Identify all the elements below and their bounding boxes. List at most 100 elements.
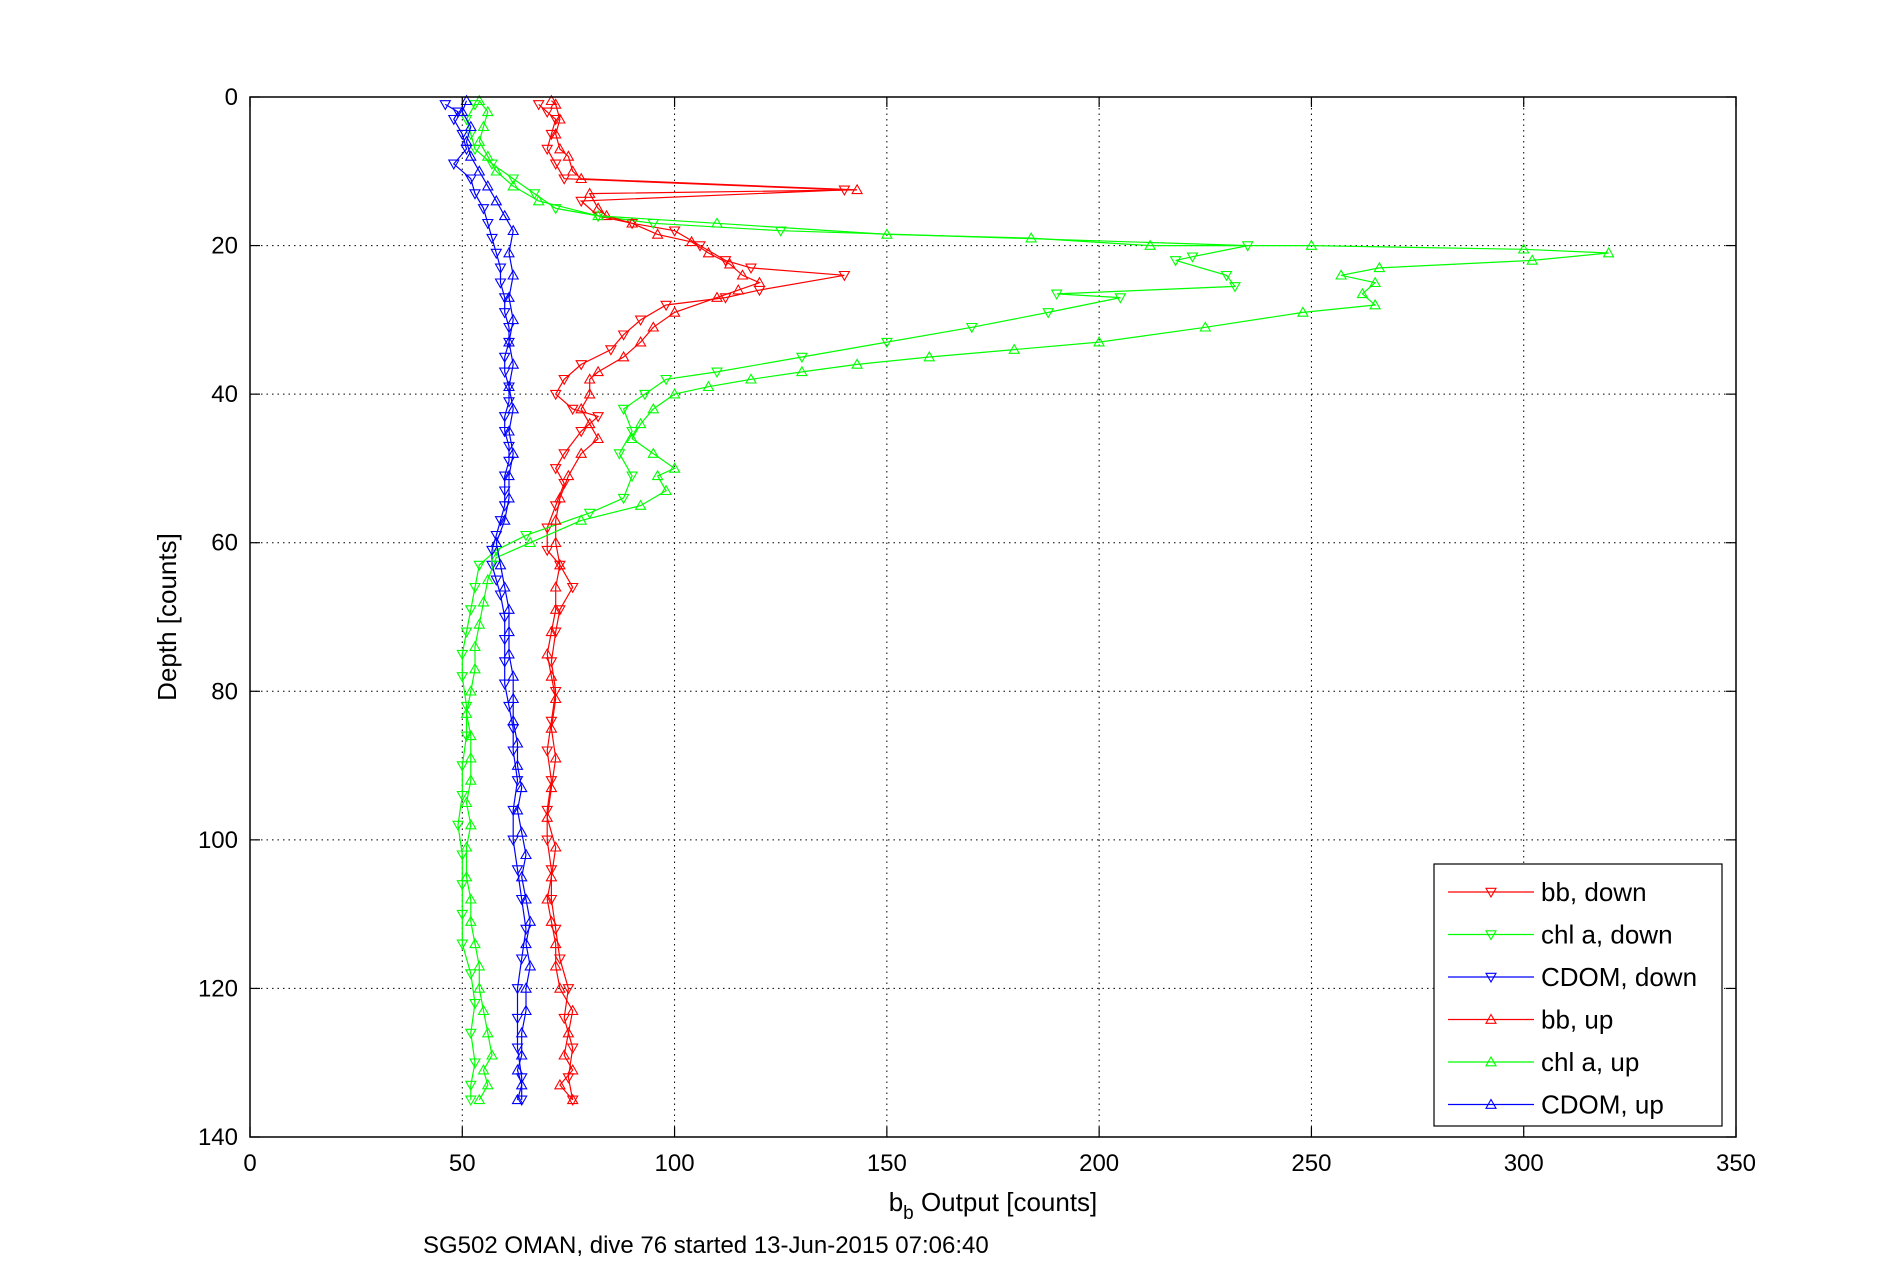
data-point — [583, 373, 596, 384]
data-point — [566, 1063, 579, 1075]
data-point — [541, 811, 554, 822]
data-point — [507, 670, 520, 681]
data-point — [558, 449, 571, 460]
data-point — [851, 183, 864, 195]
data-point — [460, 841, 473, 852]
x-tick-label: 250 — [1291, 1150, 1331, 1177]
y-axis-label: Depth [counts] — [152, 533, 182, 701]
data-point — [464, 774, 477, 785]
data-point — [464, 1080, 477, 1092]
data-point — [553, 558, 566, 570]
data-point — [494, 516, 507, 527]
data-point — [566, 1095, 579, 1107]
data-point — [592, 432, 605, 444]
data-point — [447, 114, 460, 126]
data-point — [486, 233, 498, 245]
y-tick-label: 40 — [211, 381, 238, 408]
data-point — [464, 1095, 477, 1107]
x-tick-label: 200 — [1079, 1150, 1119, 1177]
data-point — [1369, 298, 1382, 310]
data-point — [507, 447, 520, 458]
data-point — [651, 469, 664, 481]
data-point — [511, 1013, 524, 1025]
data-point — [528, 189, 541, 200]
data-point — [558, 174, 571, 185]
data-point — [511, 737, 524, 748]
data-point — [553, 1078, 566, 1090]
data-point — [592, 412, 605, 423]
x-axis-label-rest: Output [counts] — [914, 1187, 1098, 1217]
data-point — [566, 165, 579, 176]
data-point — [660, 374, 673, 386]
data-point — [604, 345, 617, 356]
series-line — [444, 103, 527, 1100]
data-point — [498, 486, 511, 497]
data-point — [723, 257, 736, 269]
data-point — [469, 937, 481, 949]
data-point — [452, 107, 464, 119]
data-point — [515, 1026, 528, 1038]
data-point — [464, 893, 477, 904]
data-point — [562, 984, 575, 995]
data-point — [702, 246, 715, 258]
data-point — [520, 893, 532, 904]
data-point — [498, 514, 511, 525]
data-point — [511, 1063, 524, 1075]
data-point — [477, 204, 490, 215]
data-point — [515, 870, 528, 882]
plot-series — [439, 94, 1615, 1107]
data-point — [617, 330, 630, 341]
data-point — [583, 387, 596, 399]
data-point — [469, 662, 481, 674]
data-point — [711, 217, 723, 228]
data-point — [464, 751, 477, 763]
data-point — [553, 491, 566, 503]
series-3 — [541, 94, 864, 1105]
data-point — [452, 820, 464, 832]
data-point — [532, 194, 545, 206]
data-point — [795, 352, 808, 364]
data-point — [1042, 308, 1055, 319]
data-point — [732, 283, 745, 295]
data-point — [617, 350, 630, 362]
data-point — [498, 581, 511, 592]
data-point — [464, 174, 477, 185]
data-point — [507, 174, 520, 185]
data-point — [498, 367, 511, 379]
data-point — [541, 835, 554, 847]
data-point — [575, 426, 588, 438]
data-point — [515, 781, 528, 793]
data-point — [600, 209, 613, 221]
data-point — [1356, 287, 1369, 299]
data-point — [549, 581, 562, 592]
x-tick-label: 50 — [449, 1150, 476, 1177]
data-point — [545, 94, 558, 106]
data-point — [473, 135, 486, 146]
data-point — [498, 293, 511, 304]
y-tick-label: 0 — [225, 84, 238, 111]
data-point — [447, 159, 460, 171]
data-point — [456, 129, 469, 141]
y-tick-label: 60 — [211, 530, 238, 557]
data-point — [545, 781, 558, 793]
data-point — [507, 805, 520, 817]
data-point — [481, 1026, 494, 1038]
data-point — [626, 426, 639, 438]
data-point — [795, 365, 808, 377]
data-point — [1335, 269, 1348, 280]
data-point — [880, 228, 893, 239]
legend-entry: CDOM, up — [1448, 1090, 1664, 1120]
data-point — [456, 761, 469, 772]
data-point — [494, 278, 507, 289]
data-point — [503, 337, 515, 349]
data-point — [477, 1004, 490, 1016]
data-point — [545, 915, 558, 926]
legend-label: chl a, down — [1541, 920, 1673, 950]
legend-swatch-marker — [1485, 1098, 1497, 1109]
data-point — [464, 729, 477, 741]
data-point — [745, 263, 757, 275]
data-point — [647, 402, 660, 414]
data-point — [626, 432, 639, 444]
data-point — [498, 352, 511, 364]
